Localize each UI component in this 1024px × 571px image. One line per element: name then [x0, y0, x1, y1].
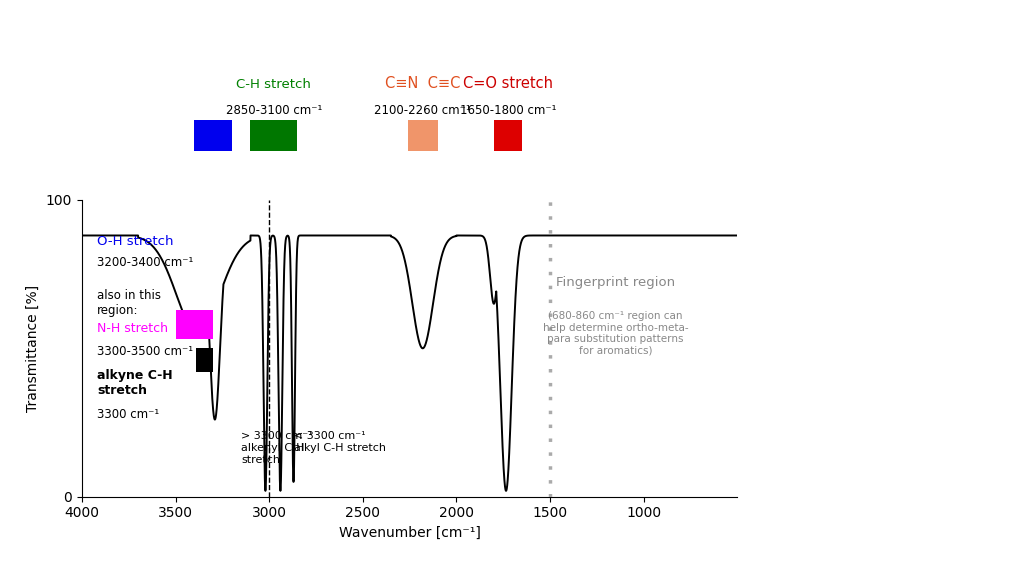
Text: C-H stretch: C-H stretch [237, 78, 311, 91]
Text: also in this
region:: also in this region: [97, 289, 161, 317]
Text: 3200-3400 cm⁻¹: 3200-3400 cm⁻¹ [97, 256, 194, 270]
Text: O-H stretch: O-H stretch [97, 235, 173, 248]
Text: > 3300 cm⁻¹
alkenyl C-H
stretch: > 3300 cm⁻¹ alkenyl C-H stretch [241, 432, 312, 465]
X-axis label: Wavenumber [cm⁻¹]: Wavenumber [cm⁻¹] [339, 526, 480, 540]
Y-axis label: Transmittance [%]: Transmittance [%] [27, 285, 40, 412]
Text: Fingerprint region: Fingerprint region [556, 276, 675, 289]
Text: 1650-1800 cm⁻¹: 1650-1800 cm⁻¹ [460, 104, 556, 117]
Bar [197, 348, 213, 372]
Text: C=O stretch: C=O stretch [463, 77, 553, 91]
Text: 3300 cm⁻¹: 3300 cm⁻¹ [97, 408, 159, 421]
Text: C≡N  C≡C: C≡N C≡C [385, 77, 461, 91]
Text: alkyne C-H
stretch: alkyne C-H stretch [97, 369, 172, 397]
Text: N-H stretch: N-H stretch [97, 321, 168, 335]
Text: 2100-2260 cm⁻¹: 2100-2260 cm⁻¹ [375, 104, 471, 117]
Bar [175, 309, 213, 339]
Text: < 3300 cm⁻¹
alkyl C-H stretch: < 3300 cm⁻¹ alkyl C-H stretch [294, 432, 385, 453]
Text: 2850-3100 cm⁻¹: 2850-3100 cm⁻¹ [225, 104, 322, 117]
Text: 3300-3500 cm⁻¹: 3300-3500 cm⁻¹ [97, 345, 194, 359]
Text: (680-860 cm⁻¹ region can
help determine ortho-meta-
para substitution patterns
f: (680-860 cm⁻¹ region can help determine … [543, 311, 688, 356]
